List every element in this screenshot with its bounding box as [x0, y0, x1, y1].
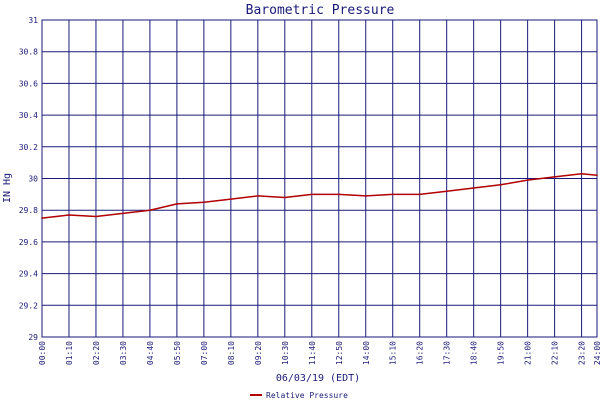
data-point: [337, 193, 340, 196]
x-tick-label: 12:50: [335, 341, 344, 365]
data-point: [41, 217, 43, 219]
x-axis-ticks: 00:00 01:10 02:20 03:30 04:40 05:50 07:00 08:10…: [38, 341, 600, 365]
x-tick-label: 09:20: [254, 341, 263, 365]
y-tick-label: 30.2: [19, 143, 38, 152]
data-point: [445, 190, 448, 192]
x-tick-label: 05:50: [173, 341, 182, 365]
series-layer: [41, 172, 598, 219]
y-tick-label: 29: [28, 333, 38, 342]
x-tick-label: 24:00: [593, 341, 600, 365]
y-tick-label: 29.4: [19, 270, 38, 279]
data-point: [499, 184, 502, 186]
data-point: [68, 214, 70, 216]
data-point: [526, 179, 529, 181]
data-point: [472, 187, 475, 189]
y-tick-label: 30.6: [19, 79, 38, 88]
x-tick-label: 04:40: [146, 341, 155, 365]
data-point: [176, 203, 178, 205]
y-axis-label: IN Hg: [2, 173, 13, 203]
x-tick-label: 03:30: [119, 341, 128, 365]
data-point: [310, 193, 313, 196]
x-tick-label: 11:40: [308, 341, 317, 365]
x-tick-label: 19:50: [497, 341, 506, 365]
x-tick-label: 14:00: [362, 341, 371, 365]
data-point: [149, 209, 151, 211]
x-tick-label: 07:00: [200, 341, 209, 365]
data-point: [203, 201, 205, 204]
legend: Relative Pressure: [250, 391, 348, 400]
x-tick-label: 15:10: [389, 341, 398, 365]
y-tick-label: 30: [28, 175, 38, 184]
x-tick-label: 16:20: [416, 341, 425, 365]
x-tick-label: 02:20: [92, 341, 101, 365]
data-point: [257, 195, 259, 197]
data-point: [230, 198, 232, 200]
y-axis-ticks: 29 29.2 29.4 29.6 29.8 30 30.2 30.4 30.6 30.8 31: [19, 16, 38, 342]
x-axis-label: 06/03/19 (EDT): [276, 373, 360, 384]
x-tick-label: 00:00: [38, 341, 47, 365]
x-tick-label: 17:30: [443, 341, 452, 365]
legend-label: Relative Pressure: [266, 391, 348, 400]
data-point: [122, 212, 124, 215]
y-tick-label: 30.8: [19, 48, 38, 57]
data-point: [553, 176, 556, 178]
x-tick-label: 21:00: [524, 341, 533, 365]
y-tick-label: 29.8: [19, 206, 38, 215]
x-tick-label: 18:40: [470, 341, 479, 365]
x-tick-label: 10:30: [281, 341, 290, 365]
data-point: [580, 172, 583, 175]
series-line-relative-pressure: [41, 172, 598, 219]
y-tick-label: 29.2: [19, 301, 38, 310]
grid: [41, 19, 598, 338]
data-point: [391, 193, 394, 196]
data-point: [284, 196, 286, 199]
y-tick-label: 29.6: [19, 238, 38, 247]
x-tick-label: 08:10: [227, 341, 236, 365]
data-point: [596, 174, 598, 177]
data-point: [95, 215, 97, 218]
y-tick-label: 30.4: [19, 111, 38, 120]
y-tick-label: 31: [28, 16, 38, 25]
chart-title: Barometric Pressure: [246, 3, 395, 18]
data-point: [364, 195, 367, 197]
x-tick-label: 22:10: [551, 341, 560, 365]
data-point: [418, 193, 421, 196]
x-tick-label: 23:20: [578, 341, 587, 365]
x-tick-label: 01:10: [65, 341, 74, 365]
